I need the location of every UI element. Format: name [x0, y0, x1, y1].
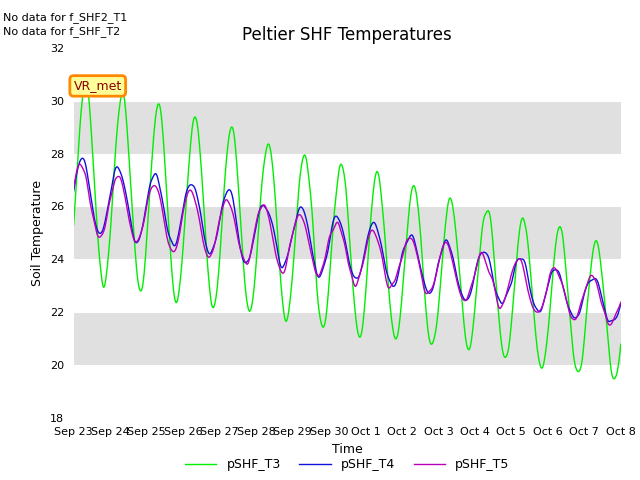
pSHF_T5 — [76, 161, 84, 167]
pSHF_T3 — [419, 265, 427, 271]
Text: No data for f_SHF2_T1: No data for f_SHF2_T1 — [3, 12, 127, 23]
pSHF_T4 — [617, 301, 625, 307]
pSHF_T5 — [486, 270, 493, 276]
Line: pSHF_T4: pSHF_T4 — [74, 158, 621, 322]
pSHF_T3 — [388, 321, 396, 326]
pSHF_T3 — [70, 222, 77, 228]
Text: VR_met: VR_met — [74, 79, 122, 93]
pSHF_T4 — [79, 156, 86, 161]
Bar — [74, 101, 621, 154]
pSHF_T4 — [541, 292, 549, 298]
pSHF_T4 — [104, 204, 112, 210]
pSHF_T4 — [388, 282, 396, 288]
pSHF_T4 — [605, 319, 613, 324]
pSHF_T3 — [104, 258, 112, 264]
pSHF_T4 — [419, 275, 427, 280]
pSHF_T5 — [104, 208, 112, 214]
Legend: pSHF_T3, pSHF_T4, pSHF_T5: pSHF_T3, pSHF_T4, pSHF_T5 — [180, 453, 515, 476]
pSHF_T4 — [403, 240, 410, 246]
pSHF_T5 — [617, 300, 625, 305]
Line: pSHF_T3: pSHF_T3 — [74, 84, 621, 379]
Y-axis label: Soil Temperature: Soil Temperature — [31, 180, 44, 286]
Line: pSHF_T5: pSHF_T5 — [74, 164, 621, 325]
pSHF_T5 — [388, 281, 396, 287]
Title: Peltier SHF Temperatures: Peltier SHF Temperatures — [243, 25, 452, 44]
pSHF_T5 — [403, 239, 410, 244]
Bar — [74, 206, 621, 259]
pSHF_T5 — [606, 322, 614, 328]
pSHF_T3 — [82, 81, 90, 86]
Bar — [74, 312, 621, 365]
Text: No data for f_SHF_T2: No data for f_SHF_T2 — [3, 26, 120, 37]
pSHF_T3 — [617, 341, 625, 347]
pSHF_T3 — [403, 239, 410, 244]
pSHF_T4 — [70, 189, 77, 194]
pSHF_T3 — [541, 350, 549, 356]
pSHF_T4 — [486, 257, 493, 263]
pSHF_T5 — [70, 185, 77, 191]
pSHF_T5 — [419, 280, 427, 286]
pSHF_T3 — [610, 376, 618, 382]
X-axis label: Time: Time — [332, 443, 363, 456]
pSHF_T3 — [486, 210, 493, 216]
pSHF_T5 — [541, 292, 549, 298]
